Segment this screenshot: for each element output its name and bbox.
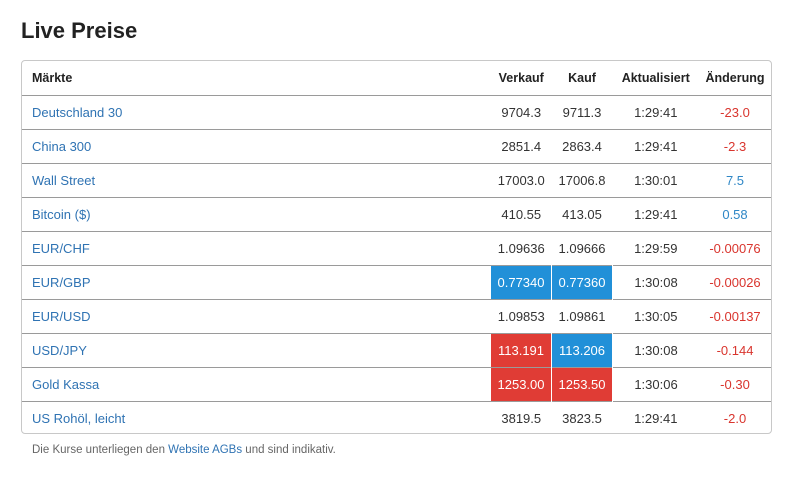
buy-price: 413.05 xyxy=(551,197,613,232)
buy-price: 17006.8 xyxy=(551,163,613,198)
table-row: Deutschland 30 9704.3 9711.3 1:29:41 -23… xyxy=(22,96,771,130)
change-value: -0.144 xyxy=(699,333,771,368)
sell-price: 17003.0 xyxy=(491,163,552,198)
updated-time: 1:30:08 xyxy=(612,333,699,368)
updated-time: 1:29:41 xyxy=(612,401,699,433)
change-value: 0.58 xyxy=(699,197,771,232)
market-link[interactable]: China 300 xyxy=(32,139,92,154)
sell-price: 1.09853 xyxy=(491,299,552,334)
buy-price: 1.09666 xyxy=(551,231,613,266)
change-value: 7.5 xyxy=(699,163,771,198)
market-link[interactable]: US Rohöl, leicht xyxy=(32,411,126,426)
table-row: US Rohöl, leicht 3819.5 3823.5 1:29:41 -… xyxy=(22,401,771,433)
updated-time: 1:29:59 xyxy=(612,231,699,266)
sell-price: 113.191 xyxy=(491,333,552,368)
sell-price: 1253.00 xyxy=(491,367,552,402)
market-link[interactable]: USD/JPY xyxy=(32,343,87,358)
market-link[interactable]: Deutschland 30 xyxy=(32,105,123,120)
header-sell[interactable]: Verkauf xyxy=(491,61,552,96)
table-row: Bitcoin ($) 410.55 413.05 1:29:41 0.58 xyxy=(22,197,771,232)
prices-table: Märkte Verkauf Kauf Aktualisiert Änderun… xyxy=(22,61,771,433)
change-value: -0.30 xyxy=(699,367,771,402)
buy-price: 113.206 xyxy=(551,333,613,368)
disclaimer-note: Die Kurse unterliegen den Website AGBs u… xyxy=(32,444,336,456)
sell-price: 1.09636 xyxy=(491,231,552,266)
header-updated[interactable]: Aktualisiert xyxy=(612,61,699,96)
change-value: -23.0 xyxy=(720,105,750,120)
header-markets[interactable]: Märkte xyxy=(22,61,491,96)
change-value: -2.0 xyxy=(699,401,771,433)
change-value: -0.00076 xyxy=(699,231,771,266)
table-row: EUR/CHF 1.09636 1.09666 1:29:59 -0.00076 xyxy=(22,231,771,266)
market-link[interactable]: EUR/GBP xyxy=(32,275,91,290)
table-row: EUR/GBP 0.77340 0.77360 1:30:08 -0.00026 xyxy=(22,265,771,300)
market-link[interactable]: EUR/USD xyxy=(32,309,91,324)
disclaimer-text-before: Die Kurse unterliegen den xyxy=(32,444,169,456)
updated-time: 1:30:06 xyxy=(612,367,699,402)
sell-price: 2851.4 xyxy=(491,129,552,164)
header-change[interactable]: Änderung xyxy=(699,61,771,96)
buy-price: 2863.4 xyxy=(551,129,613,164)
market-link[interactable]: Bitcoin ($) xyxy=(32,207,91,222)
change-value: -2.3 xyxy=(699,129,771,164)
sell-price: 410.55 xyxy=(491,197,552,232)
prices-table-container: Märkte Verkauf Kauf Aktualisiert Änderun… xyxy=(21,60,772,434)
change-value: -0.00026 xyxy=(699,265,771,300)
buy-price: 1253.50 xyxy=(551,367,613,402)
updated-time: 1:30:01 xyxy=(612,163,699,198)
updated-time: 1:30:05 xyxy=(612,299,699,334)
table-row: EUR/USD 1.09853 1.09861 1:30:05 -0.00137 xyxy=(22,299,771,334)
updated-time: 1:29:41 xyxy=(612,197,699,232)
updated-time: 1:29:41 xyxy=(634,105,678,120)
table-row: USD/JPY 113.191 113.206 1:30:08 -0.144 xyxy=(22,333,771,368)
updated-time: 1:29:41 xyxy=(612,129,699,164)
buy-price: 1.09861 xyxy=(551,299,613,334)
sell-price: 3819.5 xyxy=(491,401,552,433)
market-link[interactable]: Wall Street xyxy=(32,173,96,188)
table-row: Gold Kassa 1253.00 1253.50 1:30:06 -0.30 xyxy=(22,367,771,402)
market-link[interactable]: Gold Kassa xyxy=(32,377,100,392)
terms-link[interactable]: Website AGBs xyxy=(168,444,243,456)
buy-price: 9711.3 xyxy=(562,105,602,120)
change-value: -0.00137 xyxy=(699,299,771,334)
disclaimer-text-after: und sind indikativ. xyxy=(242,444,336,456)
table-row: China 300 2851.4 2863.4 1:29:41 -2.3 xyxy=(22,129,771,164)
market-link[interactable]: EUR/CHF xyxy=(32,241,90,256)
header-buy[interactable]: Kauf xyxy=(551,61,613,96)
page-title: Live Preise xyxy=(21,18,138,43)
table-row: Wall Street 17003.0 17006.8 1:30:01 7.5 xyxy=(22,163,771,198)
table-header-row: Märkte Verkauf Kauf Aktualisiert Änderun… xyxy=(22,61,771,96)
sell-price: 9704.3 xyxy=(501,105,542,120)
updated-time: 1:30:08 xyxy=(612,265,699,300)
buy-price: 3823.5 xyxy=(551,401,613,433)
buy-price: 0.77360 xyxy=(551,265,613,300)
sell-price: 0.77340 xyxy=(491,265,552,300)
